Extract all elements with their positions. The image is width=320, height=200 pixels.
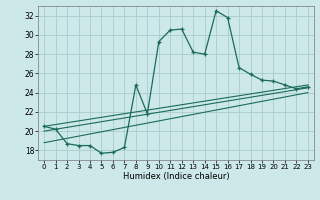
X-axis label: Humidex (Indice chaleur): Humidex (Indice chaleur) <box>123 172 229 181</box>
